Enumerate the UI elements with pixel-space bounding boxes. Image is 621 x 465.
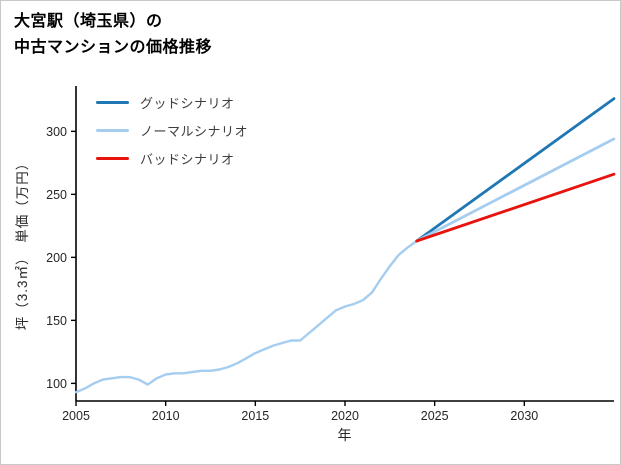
legend-label-normal: ノーマルシナリオ <box>140 124 249 139</box>
series-line-normal <box>415 137 616 243</box>
x-tick-label: 2025 <box>421 409 449 423</box>
chart-title-line1: 大宮駅（埼玉県）の <box>14 13 163 30</box>
legend-swatch-good <box>96 100 129 105</box>
legend-item-good: グッドシナリオ <box>96 93 248 112</box>
y-tick-label: 250 <box>46 188 67 202</box>
legend-item-normal: ノーマルシナリオ <box>96 121 248 140</box>
x-tick-label: 2005 <box>62 409 90 423</box>
chart-legend: グッドシナリオ ノーマルシナリオ バッドシナリオ <box>96 93 248 168</box>
legend-swatch-normal <box>96 128 129 133</box>
legend-label-good: グッドシナリオ <box>140 96 235 111</box>
y-tick-label: 100 <box>46 377 67 391</box>
legend-item-bad: バッドシナリオ <box>96 149 248 168</box>
series-line-bad <box>415 172 616 243</box>
x-tick-label: 2010 <box>152 409 180 423</box>
y-tick-label: 300 <box>46 125 67 139</box>
x-tick-label: 2015 <box>241 409 269 423</box>
series-line-good <box>415 97 616 243</box>
x-tick-label: 2030 <box>510 409 538 423</box>
chart-title-line2: 中古マンションの価格推移 <box>14 38 213 56</box>
y-tick-label: 150 <box>46 314 67 328</box>
x-axis-label: 年 <box>337 427 353 443</box>
legend-swatch-bad <box>96 156 129 161</box>
series-line-historical <box>74 239 418 394</box>
chart-title: 大宮駅（埼玉県）の 中古マンションの価格推移 <box>14 9 212 60</box>
y-tick-label: 200 <box>46 251 67 265</box>
legend-label-bad: バッドシナリオ <box>140 152 235 167</box>
x-tick-label: 2020 <box>331 409 359 423</box>
y-axis-label: 坪（3.3㎡） 単価（万円） <box>15 155 30 331</box>
